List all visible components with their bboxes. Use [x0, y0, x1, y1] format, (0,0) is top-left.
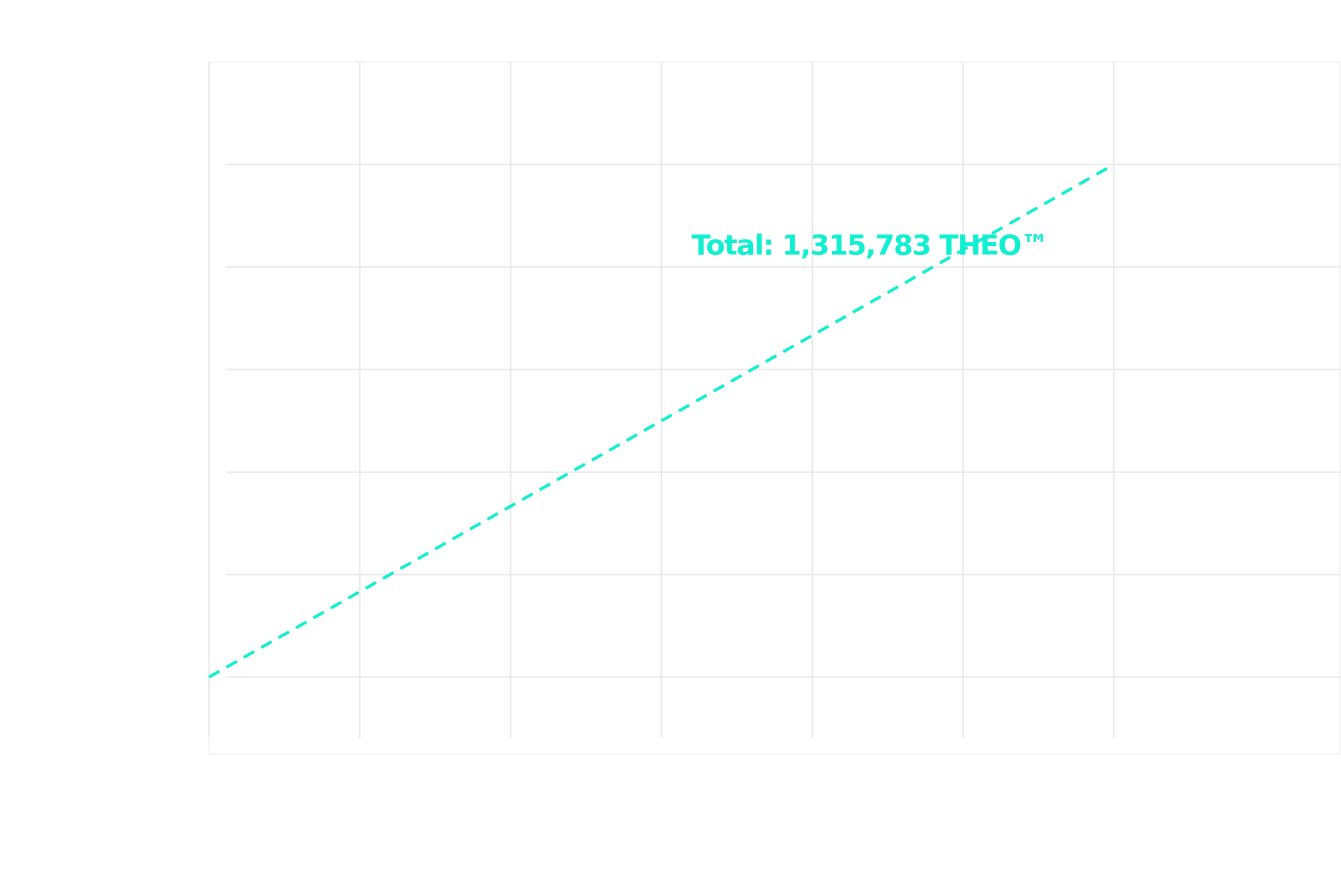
total-annotation: Total: 1,315,783 THEO™ [692, 229, 1048, 262]
series-layer [208, 163, 1115, 679]
plot-area [208, 61, 1341, 755]
series-line [208, 163, 1115, 679]
horizontal-gridlines [226, 163, 1340, 678]
vertical-gridlines [208, 62, 1115, 738]
